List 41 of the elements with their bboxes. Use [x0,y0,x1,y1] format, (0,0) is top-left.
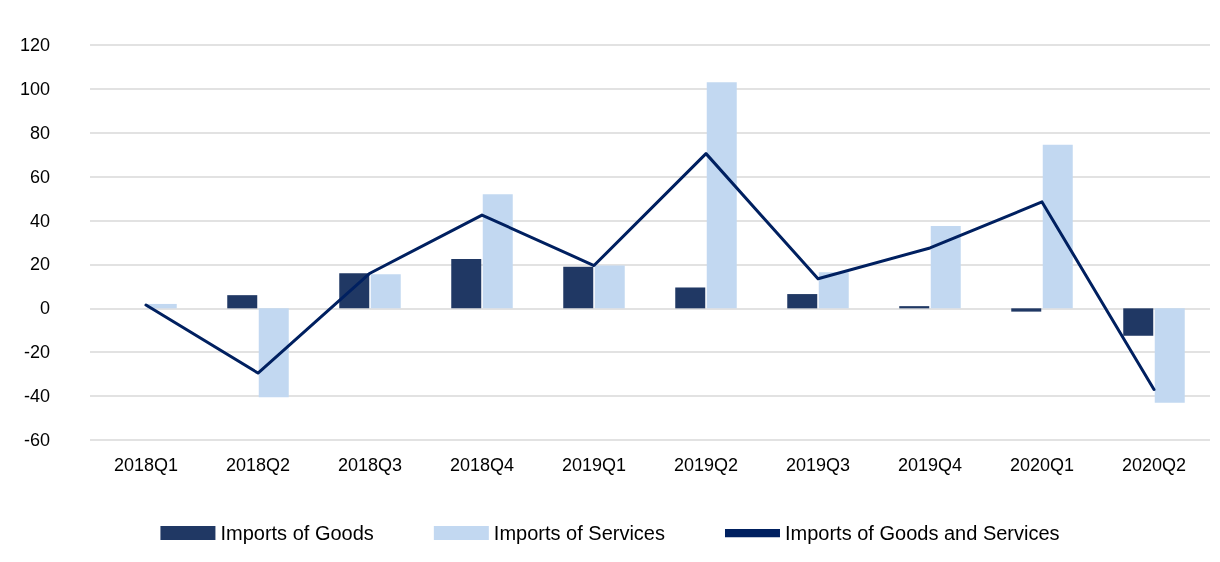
bar [787,294,818,309]
x-tick-label: 2019Q2 [673,455,739,475]
bar [1042,144,1073,309]
bar [1154,308,1185,403]
x-tick-label: 2018Q1 [113,455,179,475]
y-tick-label: -40 [23,386,50,407]
legend-label: Imports of Goods and Services [785,522,1060,544]
bar [675,287,706,309]
bar [818,272,849,309]
x-tick-label: 2018Q2 [225,455,291,475]
bar [451,258,482,309]
y-tick-label: 100 [19,78,50,99]
bar [930,226,961,309]
x-tick-label: 2020Q2 [1121,455,1187,475]
legend-label: Imports of Goods [220,522,374,544]
bar [1123,308,1154,336]
x-tick-label: 2019Q4 [897,455,963,475]
x-tick-label: 2018Q3 [337,455,403,475]
y-tick-label: 60 [29,166,50,187]
y-tick-label: -60 [23,430,50,450]
y-tick-label: 0 [39,298,50,319]
bar [563,266,594,309]
x-tick-label: 2018Q4 [449,455,515,475]
x-tick-label: 2019Q1 [561,455,627,475]
bar [1011,308,1042,312]
bar [482,194,513,309]
x-tick-label: 2019Q3 [785,455,851,475]
y-tick-label: 120 [19,35,50,55]
bar [899,306,930,309]
x-tick-label: 2020Q1 [1009,455,1075,475]
y-tick-label: 40 [29,210,50,231]
y-tick-label: -20 [23,342,50,363]
bar [370,274,401,309]
bar [706,82,737,309]
bar [258,308,289,398]
bar [227,295,258,309]
line-series [144,152,1156,392]
y-tick-label: 20 [29,254,50,275]
y-tick-label: 80 [29,122,50,143]
legend-label: Imports of Services [493,522,665,544]
bar [594,265,625,309]
